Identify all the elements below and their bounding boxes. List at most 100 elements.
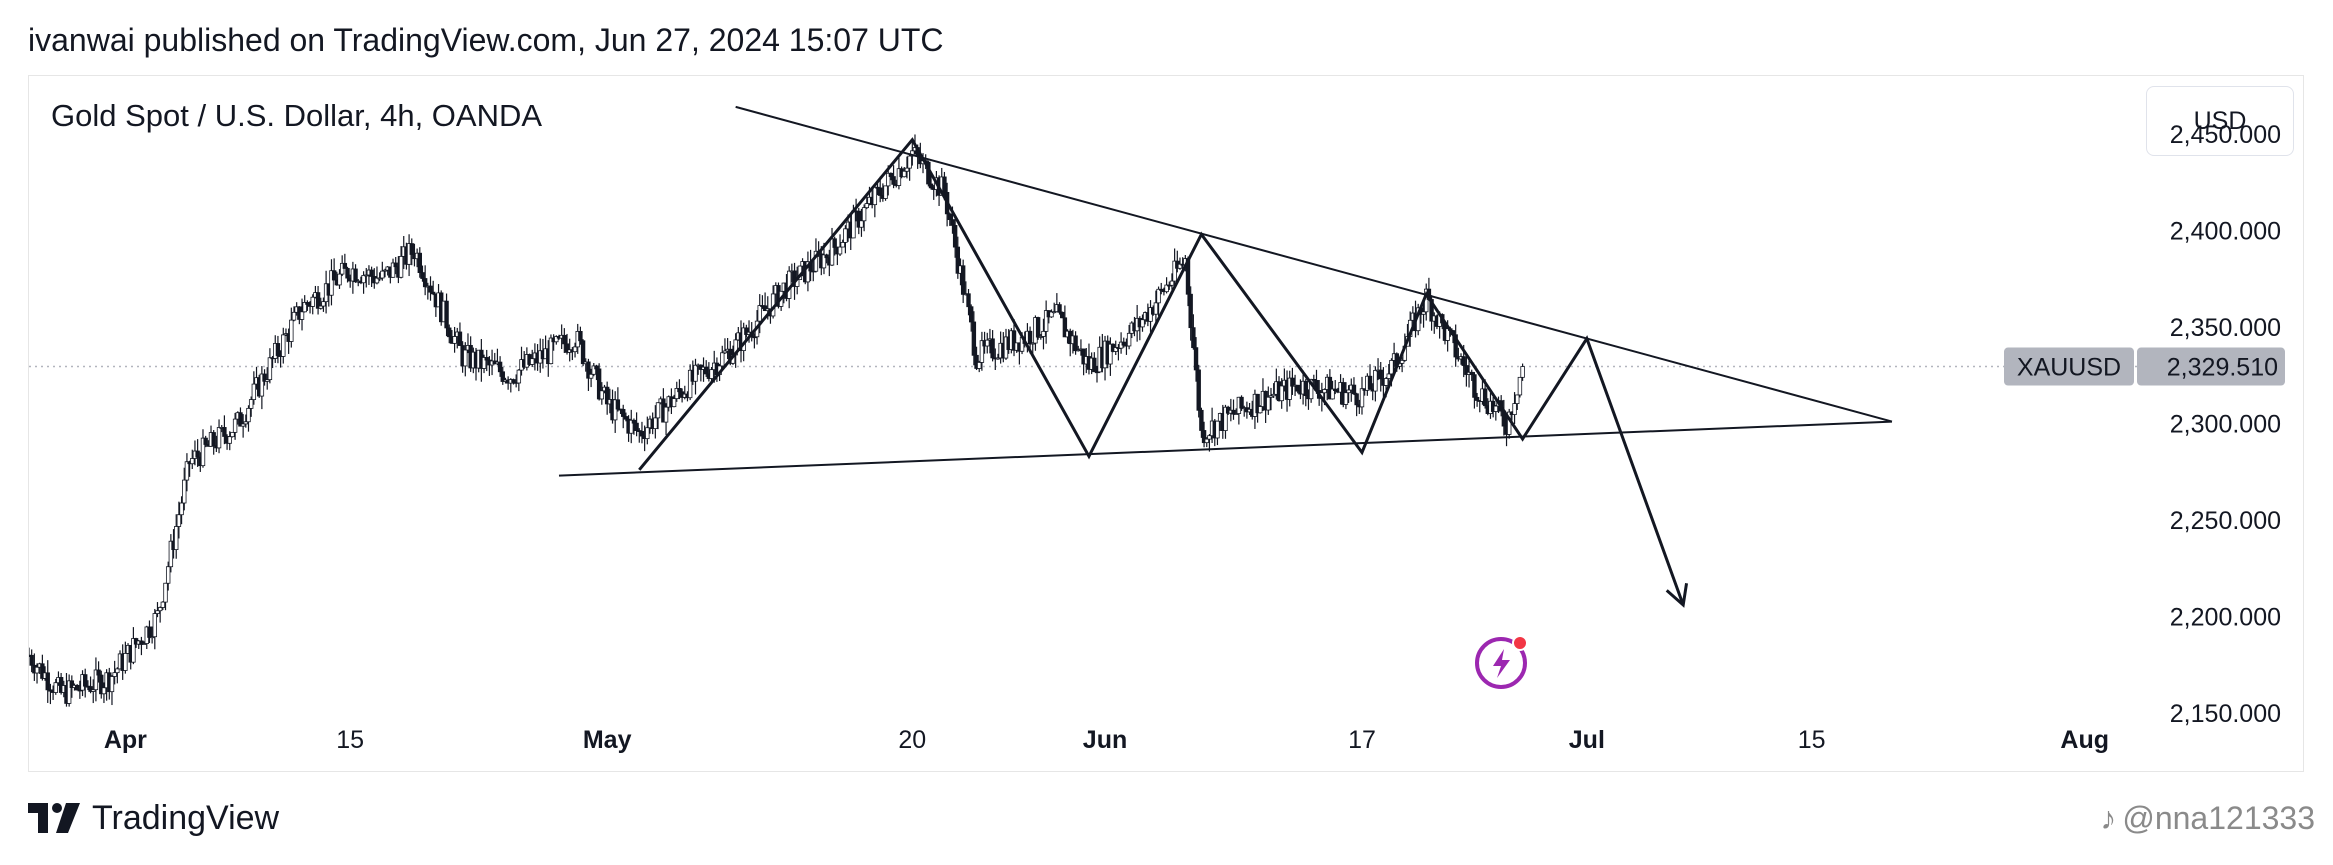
candle-body [66, 680, 72, 704]
candle-body [952, 225, 958, 248]
candle-body [289, 319, 294, 342]
candle-body [203, 437, 208, 445]
candle-body [1322, 389, 1327, 394]
candle-body [246, 407, 251, 423]
candle-body [859, 220, 864, 228]
candle-body [1330, 388, 1335, 400]
candle-body [966, 293, 971, 308]
zigzag-pattern[interactable] [638, 137, 1685, 606]
candle-body [1140, 319, 1145, 328]
candle-body [663, 406, 669, 423]
symbol-badge-label: XAUUSD [2017, 354, 2121, 382]
candle-body [275, 343, 281, 356]
candle-body [623, 416, 629, 420]
candle-body [840, 242, 845, 248]
candle-body [612, 399, 618, 421]
x-tick-label: Apr [104, 726, 147, 754]
candle-body [123, 653, 128, 671]
candle-body [1108, 343, 1113, 365]
candle-body [310, 296, 315, 307]
candle-body [968, 306, 974, 323]
candle-body [1060, 311, 1065, 319]
candle-body [1193, 347, 1199, 371]
candle-body [131, 638, 136, 663]
candle-body [615, 399, 621, 410]
candle-body [950, 219, 955, 226]
candle-body [955, 246, 961, 274]
candle-body [1453, 334, 1458, 358]
candle-body [353, 268, 358, 283]
candle-body [230, 431, 235, 438]
candle-body [1268, 395, 1274, 398]
candle-body [390, 262, 396, 278]
candle-body [380, 270, 385, 279]
candle-body [1043, 310, 1049, 332]
candle-body [687, 369, 693, 399]
x-tick-label: May [583, 726, 632, 754]
candle-body [530, 358, 535, 365]
candle-body [516, 369, 522, 384]
candle-body [1057, 304, 1062, 313]
candle-body [1121, 341, 1126, 346]
candle-body [1327, 376, 1333, 400]
candle-body [979, 340, 985, 363]
candle-body [364, 274, 369, 277]
candle-body [331, 270, 337, 281]
candle-body [554, 336, 559, 343]
x-tick-label: 20 [898, 726, 926, 754]
footer-brand-name: TradingView [92, 798, 280, 837]
footer-brand[interactable]: TradingView [28, 796, 279, 840]
candle-body [1188, 293, 1193, 329]
last-price-badge [2137, 347, 2285, 386]
down-arrow-head [1665, 583, 1689, 608]
price-chart[interactable]: 2,450.000 2,400.000 2,350.000 2,300.000 2,25… [29, 76, 2303, 771]
upper-trendline[interactable] [735, 105, 1893, 423]
candle-body [1113, 347, 1118, 352]
candle-body [165, 566, 171, 584]
candle-body [281, 334, 286, 357]
candle-body [832, 238, 837, 248]
candle-body [813, 250, 819, 272]
candle-body [1464, 365, 1469, 375]
candle-body [1295, 384, 1300, 392]
candle-body [995, 357, 1001, 360]
candle-body [671, 398, 677, 408]
chart-frame: 2,450.000 2,400.000 2,350.000 2,300.000 2,25… [28, 75, 2304, 772]
candle-body [877, 187, 883, 196]
lower-trendline[interactable] [558, 420, 1893, 477]
last-price-label: 2,329.510 [2167, 354, 2278, 382]
candle-body [655, 402, 661, 419]
candle-body [96, 669, 101, 676]
candle-body [564, 343, 570, 353]
candle-body [653, 417, 658, 430]
candle-body [457, 331, 463, 346]
candle-body [1469, 371, 1474, 376]
candle-body [444, 300, 449, 329]
candle-body [1386, 373, 1391, 379]
candle-body [1399, 359, 1405, 364]
candle-body [157, 607, 163, 612]
candle-body [631, 419, 637, 424]
candle-body [629, 419, 634, 434]
candle-body [232, 418, 238, 433]
candle-body [942, 176, 947, 193]
candle-body [562, 334, 567, 345]
x-tick-label: Aug [2060, 726, 2109, 754]
candle-body [302, 302, 307, 313]
x-tick-label: Jul [1569, 726, 1605, 754]
candle-body [902, 170, 907, 178]
candle-body [291, 311, 297, 321]
candle-body [262, 373, 267, 382]
currency-button[interactable]: USD [2146, 86, 2294, 156]
candle-body [1041, 330, 1046, 337]
lightning-badge-icon[interactable] [1474, 632, 1532, 690]
candle-body [305, 302, 310, 305]
candle-body [960, 265, 966, 295]
x-tick-label: Jun [1083, 726, 1127, 754]
candle-body [342, 262, 348, 269]
candle-body [174, 526, 179, 550]
candle-body [837, 246, 843, 255]
candle-body [93, 669, 99, 691]
candle-body [417, 252, 422, 273]
candle-body [843, 228, 848, 243]
